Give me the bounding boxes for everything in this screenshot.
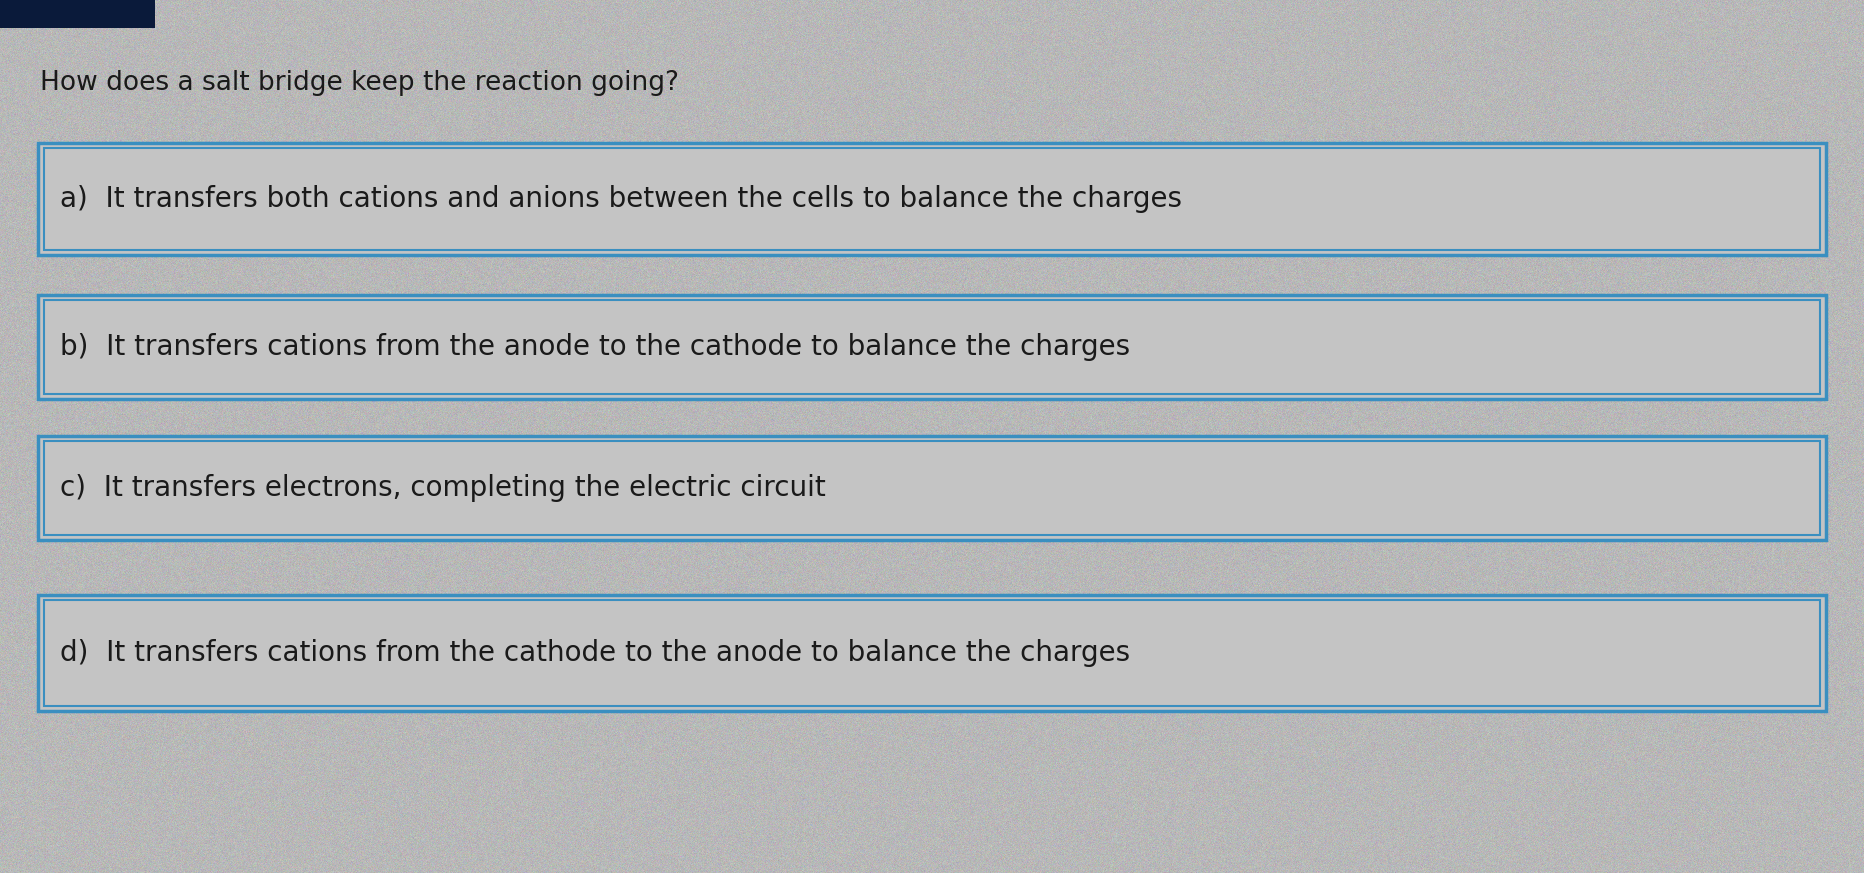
Text: How does a salt bridge keep the reaction going?: How does a salt bridge keep the reaction…	[39, 70, 678, 96]
Bar	[37, 595, 1827, 711]
Bar	[37, 295, 1827, 399]
Text: a)  It transfers both cations and anions between the cells to balance the charge: a) It transfers both cations and anions …	[60, 185, 1182, 213]
Text: c)  It transfers electrons, completing the electric circuit: c) It transfers electrons, completing th…	[60, 474, 826, 502]
Text: d)  It transfers cations from the cathode to the anode to balance the charges: d) It transfers cations from the cathode…	[60, 639, 1130, 667]
Bar	[45, 441, 1819, 535]
Bar	[0, 0, 155, 28]
Text: b)  It transfers cations from the anode to the cathode to balance the charges: b) It transfers cations from the anode t…	[60, 333, 1130, 361]
Bar	[45, 600, 1819, 706]
Bar	[37, 436, 1827, 540]
Bar	[45, 300, 1819, 394]
Bar	[45, 148, 1819, 250]
Bar	[37, 143, 1827, 255]
